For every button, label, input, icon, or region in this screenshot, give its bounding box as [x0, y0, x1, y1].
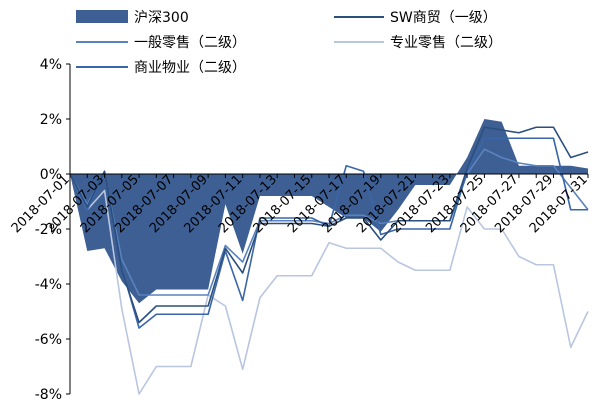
y-tick-label-3: -2%: [35, 222, 62, 238]
series-area-0: [70, 119, 588, 304]
legend-label-commercial-property: 商业物业（二级）: [134, 60, 246, 76]
legend-label-sw: SW商贸（一级）: [390, 10, 497, 26]
y-tick-label-1: 2%: [40, 112, 62, 128]
series-line-1: [69, 126, 589, 324]
plot-area: [69, 119, 589, 395]
y-tick-label-4: -4%: [35, 277, 62, 293]
series-line-3: [69, 173, 589, 395]
legend-label-general-retail: 一般零售（二级）: [134, 35, 246, 51]
legend: 沪深300 SW商贸（一级） 一般零售（二级） 专业零售（二级） 商业物业（二级…: [76, 10, 502, 76]
y-tick-label-6: -8%: [35, 387, 62, 403]
y-tick-label-5: -6%: [35, 332, 62, 348]
y-tick-label-2: 0%: [40, 167, 62, 183]
y-tick-label-0: 4%: [40, 57, 62, 73]
legend-label-hs300: 沪深300: [134, 10, 189, 26]
legend-swatch-hs300: [76, 10, 128, 23]
legend-label-specialty-retail: 专业零售（二级）: [390, 35, 502, 51]
